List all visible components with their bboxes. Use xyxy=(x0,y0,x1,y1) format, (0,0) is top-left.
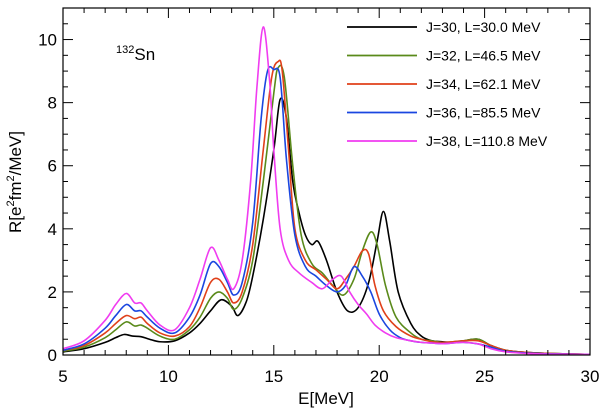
x-axis-title: E[MeV] xyxy=(298,389,354,408)
legend-label-1: J=30, L=30.0 MeV xyxy=(426,19,541,35)
series-line-5 xyxy=(62,26,591,356)
nucleus-annotation: 132Sn xyxy=(116,44,155,64)
legend-label-5: J=38, L=110.8 MeV xyxy=(426,133,548,149)
x-tick-label: 20 xyxy=(370,367,389,386)
y-axis-title: R[e2fm2/MeV] xyxy=(5,131,25,233)
legend-label-2: J=32, L=46.5 MeV xyxy=(426,48,541,64)
y-tick-label: 0 xyxy=(48,346,57,365)
labels-layer: 5 10 15 20 25 30 0 2 4 6 8 10 xyxy=(38,31,599,386)
x-tick-label: 30 xyxy=(581,367,600,386)
series-layer xyxy=(62,26,591,356)
nucleus-mass-number: 132 xyxy=(116,44,134,56)
x-tick-label: 15 xyxy=(264,367,283,386)
legend: J=30, L=30.0 MeV J=32, L=46.5 MeV J=34, L=… xyxy=(347,19,548,149)
ticks-layer xyxy=(62,7,591,356)
x-tick-label: 10 xyxy=(159,367,178,386)
y-axis-title-sup-1: 2 xyxy=(5,200,17,206)
y-axis-title-part-3: /MeV] xyxy=(6,131,25,175)
x-tick-label: 25 xyxy=(475,367,494,386)
y-tick-label: 6 xyxy=(48,157,57,176)
series-line-3 xyxy=(62,59,591,356)
legend-label-4: J=36, L=85.5 MeV xyxy=(426,105,541,121)
y-tick-label: 2 xyxy=(48,283,57,302)
nucleus-element: Sn xyxy=(134,45,155,64)
y-tick-label: 8 xyxy=(48,94,57,113)
y-axis-title-sup-2: 2 xyxy=(5,175,17,181)
y-axis-title-part-1: R[e xyxy=(6,207,25,233)
y-tick-label: 4 xyxy=(48,220,57,239)
x-tick-label: 5 xyxy=(58,367,67,386)
legend-label-3: J=34, L=62.1 MeV xyxy=(426,76,541,92)
y-axis-title-part-2: fm xyxy=(6,182,25,201)
y-tick-label: 10 xyxy=(38,31,57,50)
